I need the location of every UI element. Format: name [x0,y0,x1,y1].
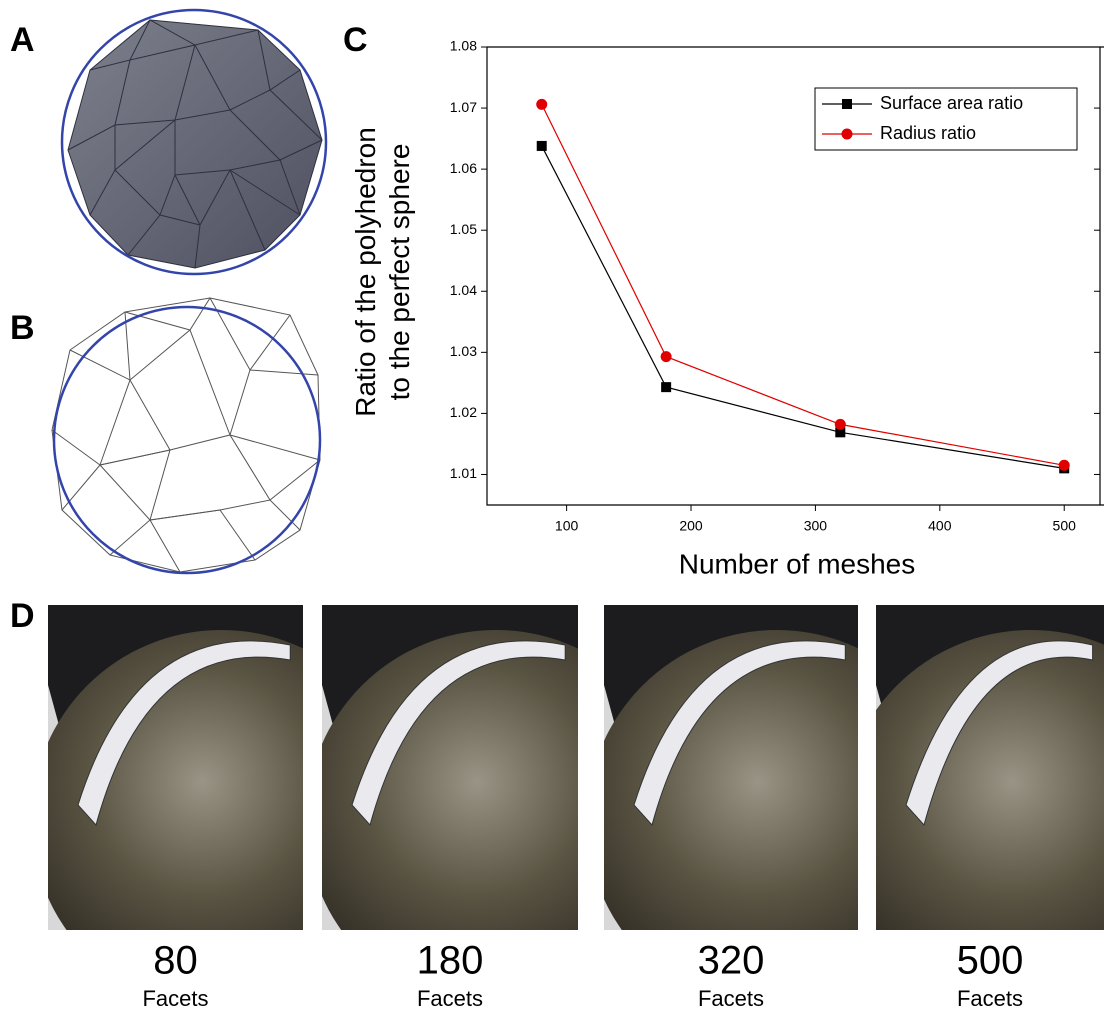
facet-count: 500 [957,939,1024,983]
y-tick-label: 1.08 [450,38,477,54]
panel-label: B [10,309,35,347]
facet-unit: Facets [957,986,1023,1011]
facet-count: 180 [417,939,484,983]
marker [1059,460,1070,471]
figure: A B C D 1.01 1.02 1.03 1.04 1.05 1.06 1.07 1.08… [0,0,1104,1014]
panel-label: D [10,597,35,635]
y-tick-label: 1.07 [450,99,477,115]
polyhedron-wire [52,298,320,572]
x-tick-label: 500 [1053,518,1077,534]
x-tick-label: 400 [928,518,952,534]
y-tick-label: 1.04 [450,282,477,298]
y-tick-label: 1.05 [450,221,477,237]
legend-label: Radius ratio [880,123,976,143]
marker [835,419,846,430]
y-axis-label-line: to the perfect sphere [384,144,415,401]
sphere-outline [54,307,320,573]
legend-marker [842,99,852,109]
series-line [542,104,1064,465]
y-tick-label: 1.02 [450,404,477,420]
y-tick-label: 1.06 [450,160,477,176]
legend-marker [842,129,853,140]
facet-unit: Facets [417,986,483,1011]
marker [661,382,671,392]
x-tick-label: 100 [555,518,579,534]
x-tick-label: 200 [679,518,703,534]
y-tick-label: 1.01 [450,465,477,481]
facet-unit: Facets [698,986,764,1011]
x-axis-label: Number of meshes [679,548,916,579]
marker [536,99,547,110]
marker [537,141,547,151]
facet-count: 80 [153,939,198,983]
series-line [542,146,1064,468]
panel-label: C [343,21,368,59]
facet-unit: Facets [142,986,208,1011]
marker [661,351,672,362]
page: A B C D 1.01 1.02 1.03 1.04 1.05 1.06 1.07 1.08… [0,0,1104,1014]
y-tick-label: 1.03 [450,343,477,359]
y-axis-label-line: Ratio of the polyhedron [350,127,381,417]
facet-count: 320 [698,939,765,983]
panel-label: A [10,21,35,59]
legend-label: Surface area ratio [880,93,1023,113]
polyhedron-solid [68,20,322,268]
x-tick-label: 300 [804,518,828,534]
